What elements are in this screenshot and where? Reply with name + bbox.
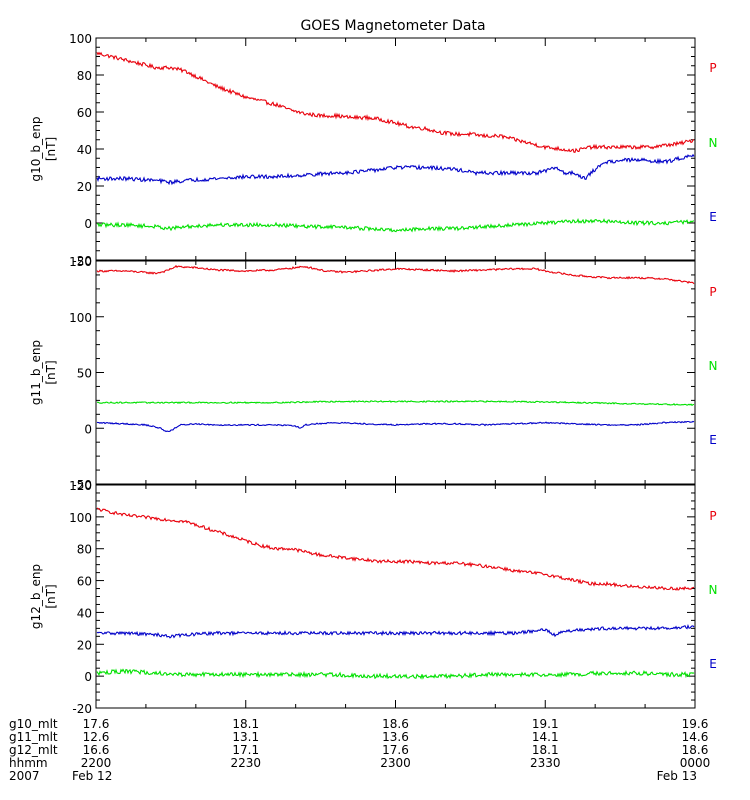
y-tick-label: 60 xyxy=(77,106,92,120)
series-line-N xyxy=(96,400,695,407)
panel-3: -20 0 20 40 60 80 100 120 g12_b_enp [nT] P N E xyxy=(29,479,717,716)
y-tick-label: -20 xyxy=(72,702,92,716)
y-tick-label: 100 xyxy=(69,32,92,46)
x-row-label: g10_mlt xyxy=(9,717,58,731)
x-tick-value: 19.6 xyxy=(682,717,709,731)
y-tick-label: -20 xyxy=(72,254,92,268)
y-tick-label: 100 xyxy=(69,511,92,525)
y-axis-unit: [nT] xyxy=(44,137,58,161)
y-axis-label: g12_b_enp xyxy=(29,564,43,629)
legend-N: N xyxy=(709,359,718,373)
y-tick-label: 20 xyxy=(77,180,92,194)
y-tick-label: 80 xyxy=(77,69,92,83)
series-line-N xyxy=(96,217,695,233)
y-tick-label: 0 xyxy=(84,670,92,684)
x-row-label: g12_mlt xyxy=(9,743,58,757)
chart-title: GOES Magnetometer Data xyxy=(300,18,485,34)
x-tick-value: 18.1 xyxy=(232,717,259,731)
legend-P: P xyxy=(709,61,716,75)
x-axis-table: g10_mlt 17.6 18.1 18.6 19.1 19.6 g11_mlt 12.6 13… xyxy=(9,717,710,783)
x-row-label: hhmm xyxy=(9,756,48,770)
series-line-E xyxy=(96,153,695,186)
y-tick-label: 40 xyxy=(77,143,92,157)
y-tick-label: 60 xyxy=(77,575,92,589)
series-line-N xyxy=(96,668,695,680)
x-date-end: Feb 13 xyxy=(657,769,697,783)
x-tick-value: 18.1 xyxy=(532,743,559,757)
y-tick-label: 150 xyxy=(69,255,92,269)
x-tick-value: 17.6 xyxy=(83,717,110,731)
y-tick-label: 120 xyxy=(69,479,92,493)
x-tick-value: 14.6 xyxy=(682,730,709,744)
x-date-start: Feb 12 xyxy=(72,769,112,783)
x-tick-value: 2200 xyxy=(81,756,112,770)
y-axis-unit: [nT] xyxy=(44,360,58,384)
y-tick-label: 100 xyxy=(69,311,92,325)
legend-P: P xyxy=(709,285,716,299)
x-tick-value: 0000 xyxy=(680,756,711,770)
y-tick-label: 40 xyxy=(77,606,92,620)
x-tick-value: 2230 xyxy=(230,756,261,770)
x-tick-value: 16.6 xyxy=(83,743,110,757)
y-tick-label: 0 xyxy=(84,217,92,231)
x-date-label: 2007 xyxy=(9,769,40,783)
x-tick-value: 14.1 xyxy=(532,730,559,744)
legend-E: E xyxy=(709,433,717,447)
series-line-E xyxy=(96,624,695,639)
x-tick-value: 18.6 xyxy=(682,743,709,757)
x-tick-value: 13.6 xyxy=(382,730,409,744)
panel-2: -50 0 50 100 150 g11_b_enp [nT] P N E xyxy=(29,255,717,492)
x-tick-value: 13.1 xyxy=(232,730,259,744)
panel-frame xyxy=(95,260,696,485)
y-tick-label: 80 xyxy=(77,543,92,557)
series-line-P xyxy=(96,51,695,153)
x-tick-value: 19.1 xyxy=(532,717,559,731)
x-tick-value: 12.6 xyxy=(83,730,110,744)
legend-E: E xyxy=(709,657,717,671)
x-tick-value: 18.6 xyxy=(382,717,409,731)
y-tick-label: -50 xyxy=(72,478,92,492)
x-tick-value: 2300 xyxy=(380,756,411,770)
legend-E: E xyxy=(709,210,717,224)
legend-N: N xyxy=(709,583,718,597)
y-tick-label: 20 xyxy=(77,638,92,652)
series-line-P xyxy=(96,264,695,285)
y-axis-label: g10_b_enp xyxy=(29,116,43,181)
x-row-label: g11_mlt xyxy=(9,730,58,744)
legend-N: N xyxy=(709,136,718,150)
series-line-P xyxy=(96,507,695,591)
y-tick-label: 0 xyxy=(84,422,92,436)
legend-P: P xyxy=(709,509,716,523)
x-tick-value: 2330 xyxy=(530,756,561,770)
series-line-E xyxy=(96,420,695,433)
panel-1: -20 0 20 40 60 80 100 g10_b_enp [nT] P N E xyxy=(29,32,717,268)
y-axis-label: g11_b_enp xyxy=(29,340,43,405)
y-axis-unit: [nT] xyxy=(44,584,58,608)
x-tick-value: 17.1 xyxy=(232,743,259,757)
y-tick-label: 50 xyxy=(77,367,92,381)
x-tick-value: 17.6 xyxy=(382,743,409,757)
